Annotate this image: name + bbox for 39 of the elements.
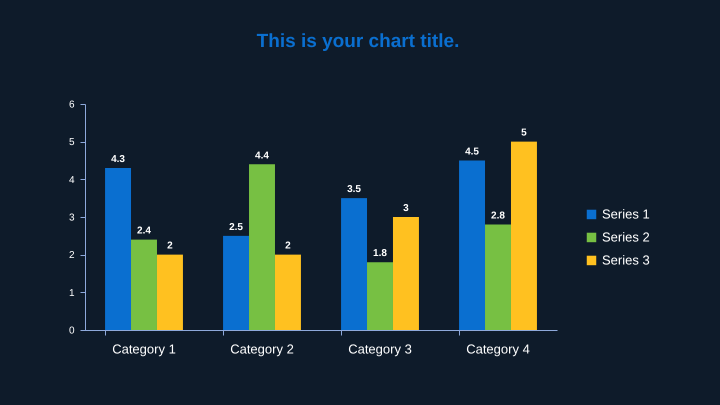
y-tick-label: 3: [68, 212, 75, 224]
bar: [392, 217, 419, 330]
data-label: 2: [167, 240, 174, 252]
y-tick-label: 6: [68, 100, 75, 110]
bar: [274, 254, 301, 330]
data-label: 5: [521, 128, 528, 139]
bar: [459, 160, 486, 330]
x-tick-label: Category 1: [112, 342, 176, 356]
y-tick-label: 1: [68, 288, 75, 299]
bar: [131, 240, 157, 330]
data-label: 3: [403, 203, 410, 214]
bar: [367, 262, 393, 330]
y-tick-label: 0: [68, 326, 75, 336]
chart-title: This is your chart title.: [256, 31, 460, 52]
bar: [510, 142, 537, 330]
x-tick-label: Category 4: [466, 342, 530, 356]
x-tick-label: Category 2: [230, 342, 294, 356]
data-label: 2.8: [491, 210, 506, 222]
y-tick-label: 2: [68, 250, 75, 262]
data-label: 4.4: [255, 150, 270, 162]
bar: [105, 168, 132, 330]
y-tick-label: 5: [68, 137, 75, 148]
data-label: 2: [285, 240, 292, 252]
data-label: 1.8: [373, 248, 388, 260]
legend-label: Series 3: [602, 252, 650, 268]
bar: [249, 164, 275, 330]
y-tick-label: 4: [68, 174, 75, 186]
legend-label: Series 1: [602, 206, 650, 222]
data-label: 2.5: [229, 222, 244, 233]
data-label: 3.5: [347, 184, 362, 196]
legend-label: Series 2: [602, 229, 650, 244]
bar: [485, 224, 511, 330]
bar: [341, 198, 368, 330]
x-tick-label: Category 3: [348, 342, 412, 356]
data-label: 4.3: [111, 154, 126, 166]
bar: [156, 254, 183, 330]
bar: [223, 236, 250, 330]
data-label: 2.4: [137, 226, 152, 237]
data-label: 4.5: [465, 146, 480, 158]
